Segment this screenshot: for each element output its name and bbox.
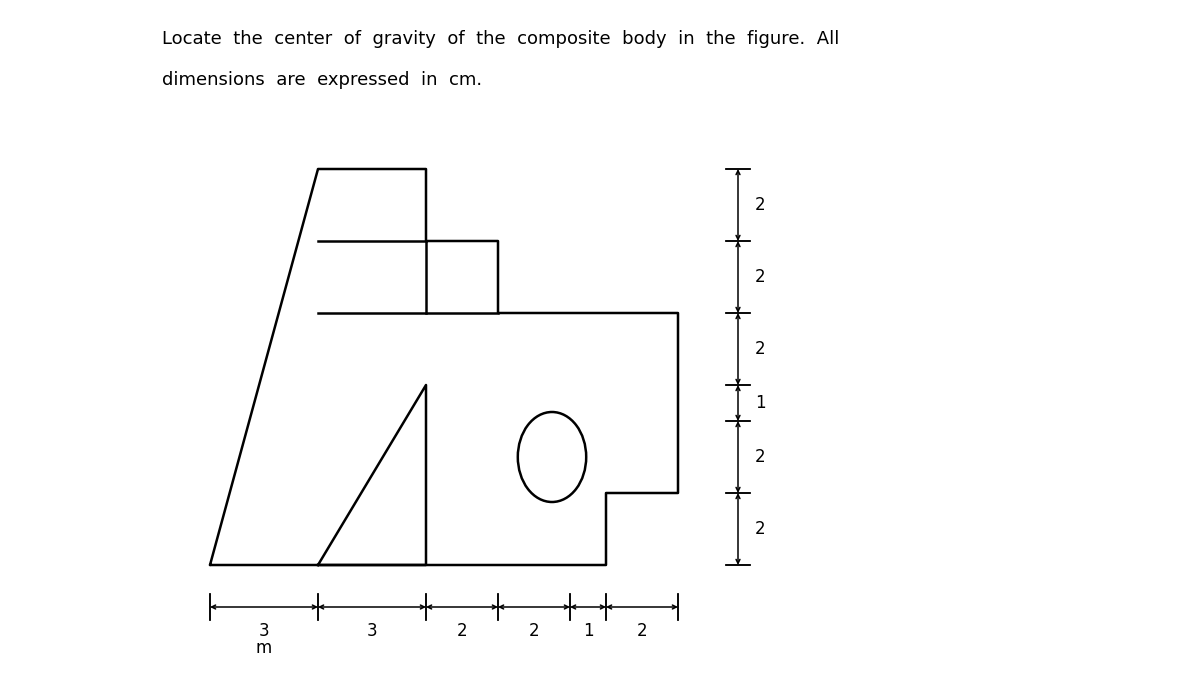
Text: 2: 2 [755,196,766,214]
Text: Locate  the  center  of  gravity  of  the  composite  body  in  the  figure.  Al: Locate the center of gravity of the comp… [162,30,839,49]
Text: 1: 1 [583,622,593,640]
Text: 1: 1 [755,394,766,412]
Text: 2: 2 [529,622,539,640]
Text: 2: 2 [755,448,766,466]
Text: 2: 2 [755,340,766,358]
Text: 2: 2 [755,520,766,538]
Text: 2: 2 [755,268,766,286]
Text: dimensions  are  expressed  in  cm.: dimensions are expressed in cm. [162,71,482,89]
Text: m: m [256,639,272,657]
Text: 2: 2 [457,622,467,640]
Text: 2: 2 [637,622,647,640]
Text: 3: 3 [259,622,269,640]
Text: 3: 3 [367,622,377,640]
